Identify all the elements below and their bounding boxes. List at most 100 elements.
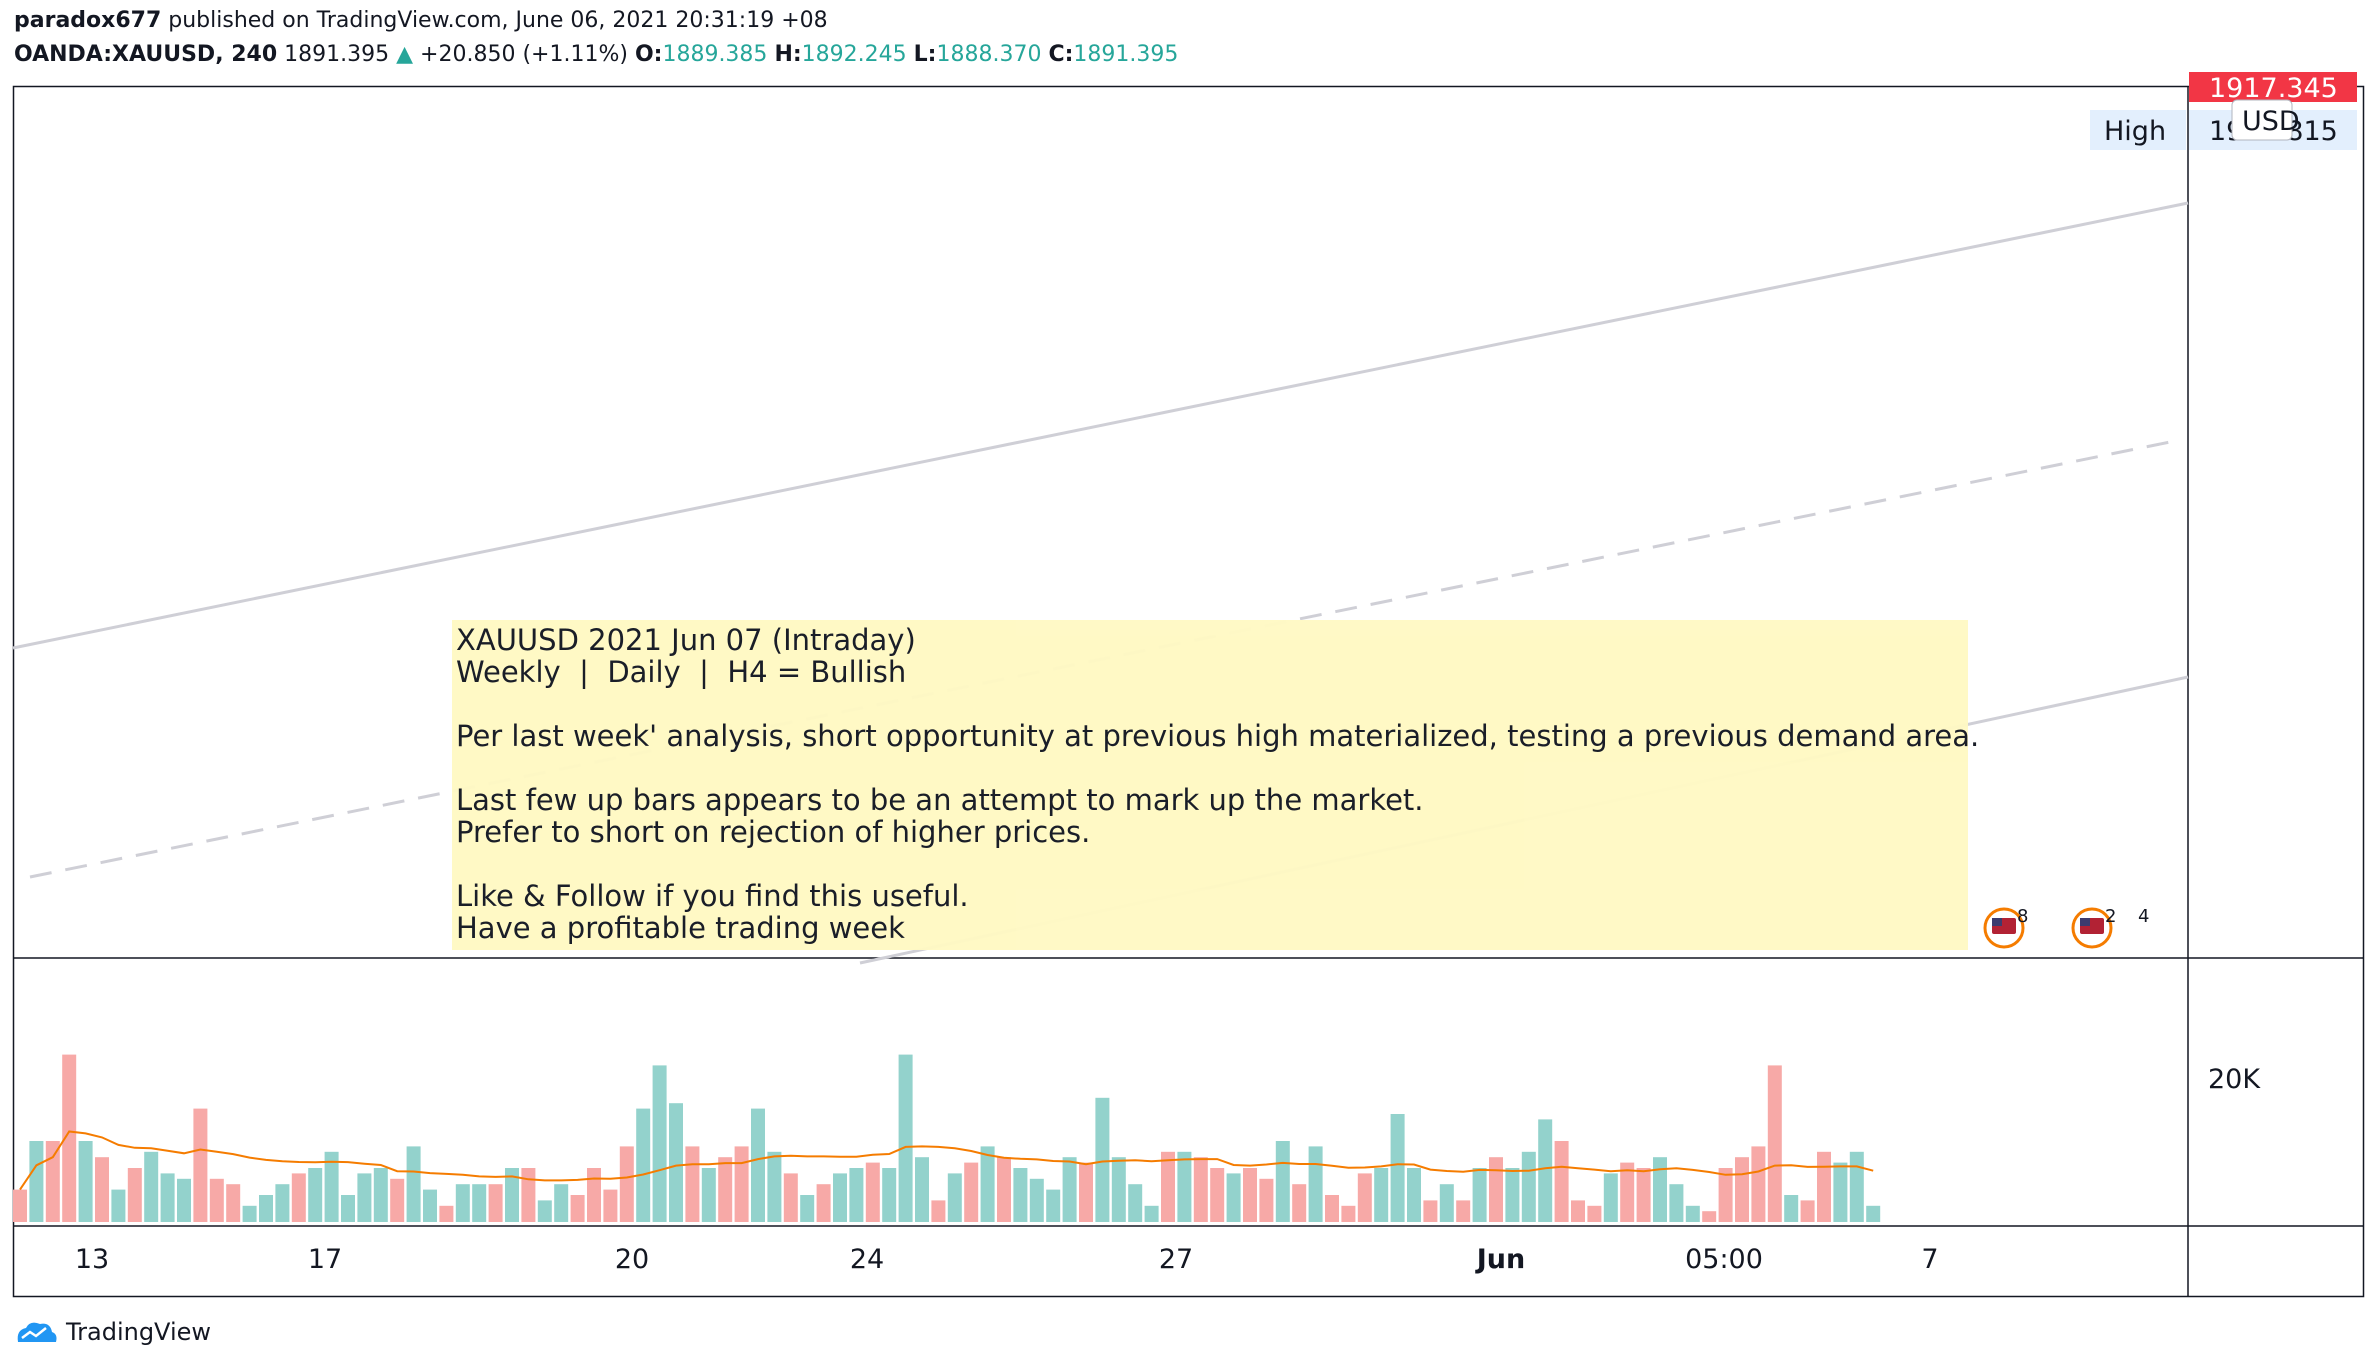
volume-bar bbox=[915, 1157, 929, 1222]
volume-bar bbox=[95, 1157, 109, 1222]
time-tick-label: 13 bbox=[75, 1244, 109, 1275]
volume-bar bbox=[701, 1168, 716, 1222]
note-line bbox=[456, 848, 1968, 880]
volume-bar bbox=[1111, 1157, 1126, 1222]
volume-bar bbox=[1325, 1195, 1339, 1222]
volume-bar bbox=[636, 1108, 651, 1222]
volume-bar bbox=[1177, 1151, 1192, 1222]
other-events-count-2: 4 bbox=[2138, 906, 2149, 927]
price-tags-layer: 1917.345High1914.815USD1912.0451892.550A… bbox=[2090, 72, 2357, 150]
note-line: XAUUSD 2021 Jun 07 (Intraday) bbox=[456, 623, 916, 657]
currency-badge[interactable]: USD bbox=[2231, 99, 2300, 141]
close-label: C: bbox=[1048, 42, 1074, 67]
volume-bar bbox=[980, 1146, 995, 1222]
volume-bar bbox=[144, 1151, 159, 1222]
volume-bar bbox=[1669, 1184, 1684, 1222]
volume-bar bbox=[193, 1108, 208, 1222]
other-events-flag-icon[interactable]: 2 4 bbox=[2071, 906, 2149, 949]
footer-brand[interactable]: TradingView bbox=[14, 1318, 211, 1346]
high-label: H: bbox=[774, 42, 802, 67]
volume-tick-label: 20K bbox=[2208, 1064, 2261, 1095]
volume-bar bbox=[1800, 1200, 1815, 1222]
volume-bar bbox=[1374, 1168, 1389, 1222]
note-line bbox=[456, 752, 1968, 784]
volume-bar bbox=[505, 1168, 519, 1222]
volume-bar bbox=[849, 1168, 864, 1222]
note-line: Per last week' analysis, short opportuni… bbox=[456, 719, 1980, 753]
volume-bar bbox=[1128, 1184, 1143, 1222]
volume-bar bbox=[455, 1184, 470, 1222]
volume-bar bbox=[1456, 1200, 1471, 1222]
volume-bar bbox=[259, 1195, 273, 1222]
note-line: Like & Follow if you find this useful. bbox=[456, 879, 969, 913]
us-events-count: 8 bbox=[2017, 906, 2028, 927]
volume-bar bbox=[1243, 1168, 1257, 1222]
volume-bar bbox=[800, 1195, 815, 1222]
volume-bar bbox=[488, 1184, 503, 1222]
symbol-label[interactable]: OANDA:XAUUSD, 240 bbox=[14, 42, 278, 67]
volume-bar bbox=[1341, 1205, 1356, 1222]
volume-bar bbox=[865, 1162, 880, 1222]
volume-bar bbox=[734, 1146, 749, 1222]
volume-bars-layer bbox=[13, 1054, 1881, 1222]
volume-bar bbox=[767, 1151, 782, 1222]
price-change: +20.850 (+1.11%) bbox=[420, 42, 628, 67]
axis-labels-layer: 1900.0001880.0001860.0001840.0001828.000… bbox=[75, 1064, 2262, 1275]
volume-bar bbox=[1751, 1146, 1766, 1222]
ohlc-line: OANDA:XAUUSD, 240 1891.395 ▲ +20.850 (+1… bbox=[14, 42, 1178, 67]
volume-bar bbox=[111, 1189, 126, 1222]
volume-bar bbox=[833, 1173, 847, 1222]
volume-bar bbox=[521, 1168, 536, 1222]
volume-bar bbox=[324, 1151, 339, 1222]
published-text: published on TradingView.com, June 06, 2… bbox=[168, 8, 828, 33]
volume-bar bbox=[1538, 1119, 1553, 1222]
volume-bar bbox=[964, 1162, 979, 1222]
volume-bar bbox=[78, 1141, 93, 1222]
other-events-count: 2 bbox=[2105, 906, 2116, 927]
volume-bar bbox=[1029, 1178, 1044, 1222]
volume-bar bbox=[1735, 1157, 1749, 1222]
volume-bar bbox=[423, 1189, 437, 1222]
close-value: 1891.395 bbox=[1073, 42, 1179, 67]
volume-bar bbox=[62, 1054, 77, 1222]
volume-bar bbox=[1046, 1189, 1061, 1222]
volume-bar bbox=[537, 1200, 552, 1222]
volume-bar bbox=[291, 1173, 306, 1222]
volume-bar bbox=[1653, 1157, 1667, 1222]
author-name[interactable]: paradox677 bbox=[14, 8, 162, 33]
channel-upper-trendline[interactable] bbox=[12, 201, 2189, 650]
volume-bar bbox=[898, 1054, 913, 1222]
volume-bar bbox=[1193, 1157, 1208, 1222]
volume-bar bbox=[242, 1205, 257, 1222]
note-line: Prefer to short on rejection of higher p… bbox=[456, 815, 1091, 849]
volume-bar bbox=[1259, 1178, 1274, 1222]
volume-bar bbox=[1407, 1168, 1421, 1222]
volume-bar bbox=[554, 1184, 569, 1222]
volume-bar bbox=[226, 1184, 241, 1222]
volume-bar bbox=[652, 1065, 667, 1222]
analysis-note[interactable]: XAUUSD 2021 Jun 07 (Intraday) Weekly | Da… bbox=[452, 620, 1980, 950]
us-events-flag-icon[interactable]: 8 bbox=[1983, 906, 2028, 949]
note-line: Have a profitable trading week bbox=[456, 911, 905, 945]
volume-bar bbox=[472, 1184, 487, 1222]
volume-bar bbox=[1817, 1151, 1831, 1222]
volume-bar bbox=[1620, 1162, 1635, 1222]
volume-bar bbox=[1767, 1065, 1782, 1222]
volume-bar bbox=[947, 1173, 962, 1222]
volume-bar bbox=[1718, 1168, 1733, 1222]
volume-bar bbox=[570, 1195, 585, 1222]
volume-bar bbox=[1226, 1173, 1241, 1222]
high-tag[interactable]: High1914.815 bbox=[2090, 110, 2357, 150]
volume-bar bbox=[1210, 1168, 1225, 1222]
volume-bar bbox=[1636, 1168, 1651, 1222]
change-arrow-icon: ▲ bbox=[396, 42, 414, 67]
brand-name: TradingView bbox=[66, 1318, 212, 1346]
volume-bar bbox=[1292, 1184, 1307, 1222]
low-label: L: bbox=[913, 42, 937, 67]
note-line bbox=[456, 688, 1968, 720]
tradingview-logo-icon bbox=[17, 1322, 57, 1342]
volume-bar bbox=[685, 1146, 700, 1222]
volume-bar bbox=[1587, 1205, 1602, 1222]
volume-bar bbox=[669, 1103, 683, 1222]
